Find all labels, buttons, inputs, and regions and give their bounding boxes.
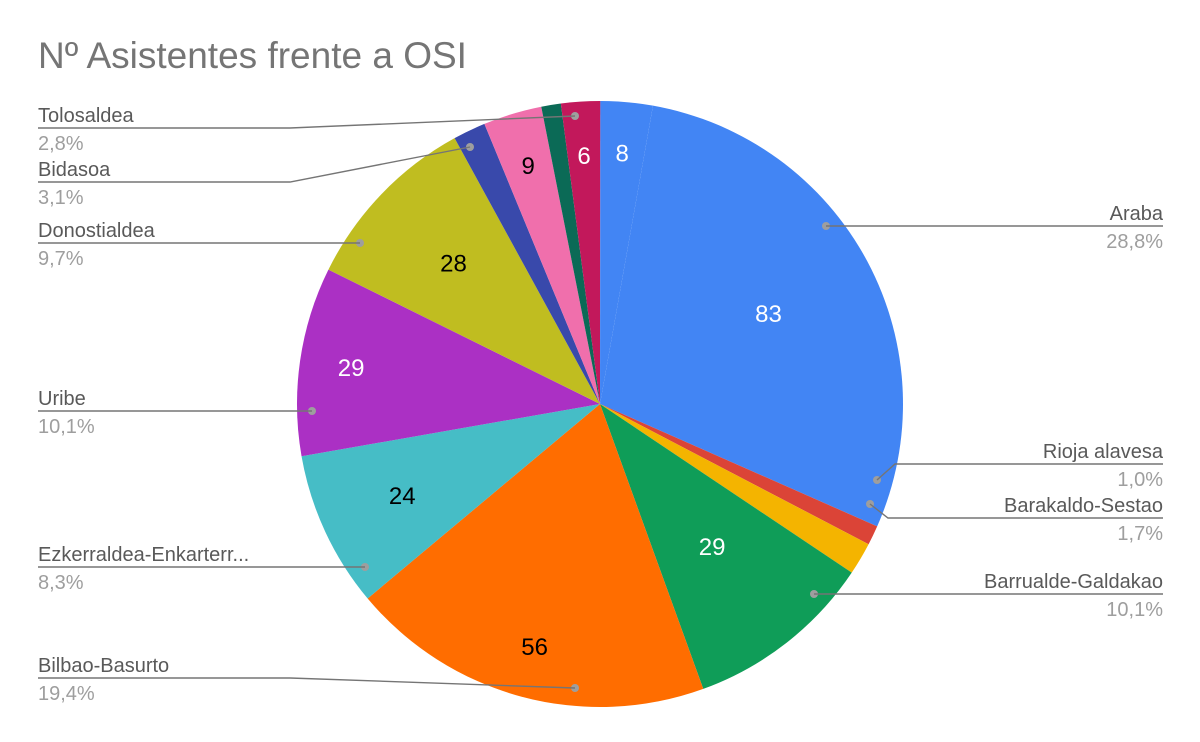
slice-percent-label: 9,7%	[38, 248, 84, 270]
slice-percent-label: 1,0%	[1117, 469, 1163, 491]
pie-slice	[560, 100, 601, 404]
pie-slice	[328, 138, 600, 405]
slice-labels: 83 Araba 28,8% Rioja alavesa 1,0% Barakaldo-S…	[38, 105, 1164, 705]
leader-line	[38, 115, 576, 129]
slice-value-label: 83	[755, 301, 782, 328]
slice-percent-label: 28,8%	[1106, 231, 1163, 253]
slice-percent-label: 10,1%	[1106, 599, 1163, 621]
leader-lines	[38, 112, 1163, 692]
chart-title: Nº Asistentes frente a OSI	[38, 35, 467, 76]
pie-slice	[600, 105, 903, 527]
slice-value-label: 28	[440, 250, 467, 277]
pie-slice	[297, 269, 600, 457]
slice-name-label: Rioja alavesa	[1043, 441, 1164, 463]
slice-name-label: Bilbao-Basurto	[38, 655, 169, 677]
slice-percent-label: 10,1%	[38, 416, 95, 438]
slice-name-label: Tolosaldea	[38, 105, 135, 127]
pie-slice	[600, 404, 869, 573]
slice-value-label: 9	[522, 153, 535, 180]
pie-slice	[454, 123, 600, 405]
pie-slice	[600, 101, 653, 404]
slice-value-label: 56	[521, 634, 548, 661]
leader-line	[869, 503, 1163, 519]
slice-value-label: 29	[699, 534, 726, 561]
slice-value-label: 24	[389, 483, 416, 510]
pie-slice	[600, 404, 852, 689]
slice-value-label: 8	[616, 141, 629, 168]
slice-percent-label: 19,4%	[38, 683, 95, 705]
slice-percent-label: 3,1%	[38, 187, 84, 209]
slice-name-label: Barrualde-Galdakao	[984, 571, 1163, 593]
slice-name-label: Donostialdea	[38, 220, 156, 242]
pie-slice	[301, 404, 600, 599]
slice-value-label: 29	[338, 355, 365, 382]
leader-line	[38, 677, 576, 689]
slice-name-label: Ezkerraldea-Enkarterr...	[38, 544, 249, 566]
pie-slice	[600, 404, 878, 545]
pie-slice	[367, 404, 704, 708]
slice-percent-label: 1,7%	[1117, 523, 1163, 545]
slice-name-label: Bidasoa	[38, 159, 111, 181]
slice-name-label: Araba	[1110, 203, 1164, 225]
slice-name-label: Uribe	[38, 388, 86, 410]
pie-slice	[541, 103, 600, 404]
slice-name-label: Barakaldo-Sestao	[1004, 495, 1163, 517]
slice-value-label: 6	[577, 143, 590, 170]
leader-line	[876, 463, 1163, 481]
slice-percent-label: 2,8%	[38, 133, 84, 155]
pie-slices	[297, 100, 903, 708]
pie-slice	[484, 106, 600, 404]
slice-percent-label: 8,3%	[38, 572, 84, 594]
leader-line	[38, 146, 471, 183]
